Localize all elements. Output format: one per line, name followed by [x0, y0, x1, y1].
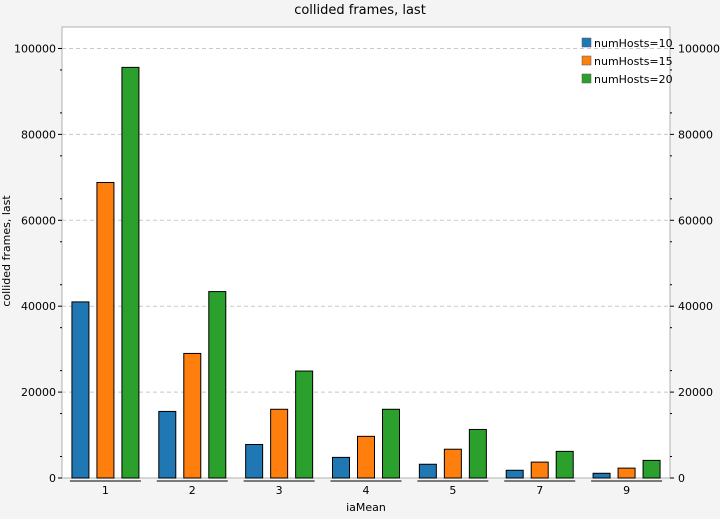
x-tick-label: 5 [449, 484, 456, 497]
y-tick-label-left: 100000 [14, 42, 56, 55]
bar [443, 448, 462, 479]
bar [617, 467, 636, 479]
legend-swatch [581, 55, 592, 66]
bar [468, 428, 487, 479]
x-tick-label: 3 [276, 484, 283, 497]
bar [96, 181, 115, 479]
legend-swatch [581, 73, 592, 84]
bar [555, 450, 574, 479]
bars [71, 66, 661, 479]
legend: numHosts=10 numHosts=15 numHosts=20 [581, 37, 673, 86]
legend-label: numHosts=10 [594, 37, 673, 50]
y-tick-label-right: 40000 [678, 300, 713, 313]
legend-label: numHosts=15 [594, 55, 673, 68]
y-tick-label-left: 80000 [21, 128, 56, 141]
bar [245, 443, 264, 479]
bar [183, 352, 202, 479]
x-tick-label: 9 [623, 484, 630, 497]
bar [382, 408, 400, 479]
grid-lines [62, 47, 670, 393]
y-tick-label-left: 0 [49, 472, 56, 485]
bar [592, 472, 611, 479]
y-tick-label-left: 20000 [21, 386, 56, 399]
bar [121, 66, 140, 479]
axes: 0 0 20000 20000 40000 40000 60000 60000 80000 800… [14, 42, 720, 497]
y-tick-label-right: 100000 [678, 42, 720, 55]
bar [530, 461, 549, 479]
bar [270, 408, 289, 479]
plot-area [61, 26, 671, 479]
y-tick-label-right: 0 [678, 472, 685, 485]
y-tick-label-right: 80000 [678, 128, 713, 141]
x-tick-label: 7 [536, 484, 543, 497]
y-tick-label-left: 40000 [21, 300, 56, 313]
bar [208, 291, 227, 479]
chart-title: collided frames, last [294, 3, 426, 18]
legend-label: numHosts=20 [594, 73, 673, 86]
bar [332, 456, 350, 479]
bar [295, 370, 314, 479]
y-tick-label-left: 60000 [21, 214, 56, 227]
x-tick-label: 1 [102, 484, 109, 497]
bar [71, 301, 90, 479]
bar [158, 410, 177, 479]
bar [642, 459, 661, 479]
x-tick-label: 4 [363, 484, 370, 497]
bar [357, 435, 375, 479]
bar [505, 469, 524, 479]
bar [418, 463, 437, 479]
legend-swatch [581, 37, 592, 48]
x-tick-label: 2 [189, 484, 196, 497]
y-axis-label: collided frames, last [0, 195, 13, 307]
x-axis-label: iaMean [346, 501, 386, 514]
y-tick-label-right: 60000 [678, 214, 713, 227]
y-tick-label-right: 20000 [678, 386, 713, 399]
